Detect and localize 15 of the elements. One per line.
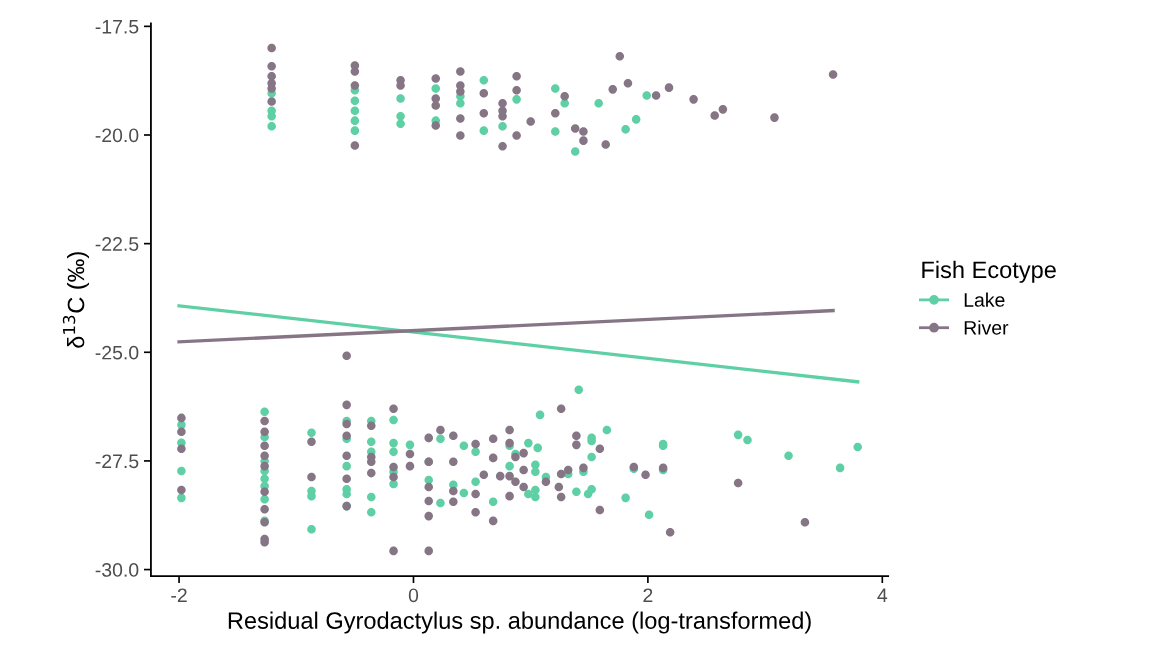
x-tick-label: -2 — [171, 588, 187, 602]
legend-title: Fish Ecotype — [922, 260, 1056, 283]
y-tick-label: -27.5 — [95, 454, 139, 469]
x-axis-title: Residual Gyrodactylus sp. abundance (log-transformed) — [228, 611, 811, 634]
y-tick-label: -17.5 — [95, 20, 139, 34]
y-tick-label: -20.0 — [95, 128, 139, 143]
legend-label: Lake — [964, 292, 1005, 307]
legend-label: River — [964, 320, 1009, 335]
y-axis-title: δ$^{13}$C (‰) — [62, 252, 89, 348]
y-tick-label: -25.0 — [95, 345, 139, 360]
y-tick-label: -22.5 — [95, 237, 139, 251]
x-tick-label: 0 — [408, 588, 419, 603]
y-tick-label: -30.0 — [95, 563, 139, 577]
x-tick-label: 2 — [643, 588, 653, 602]
x-tick-label: 4 — [877, 588, 888, 602]
